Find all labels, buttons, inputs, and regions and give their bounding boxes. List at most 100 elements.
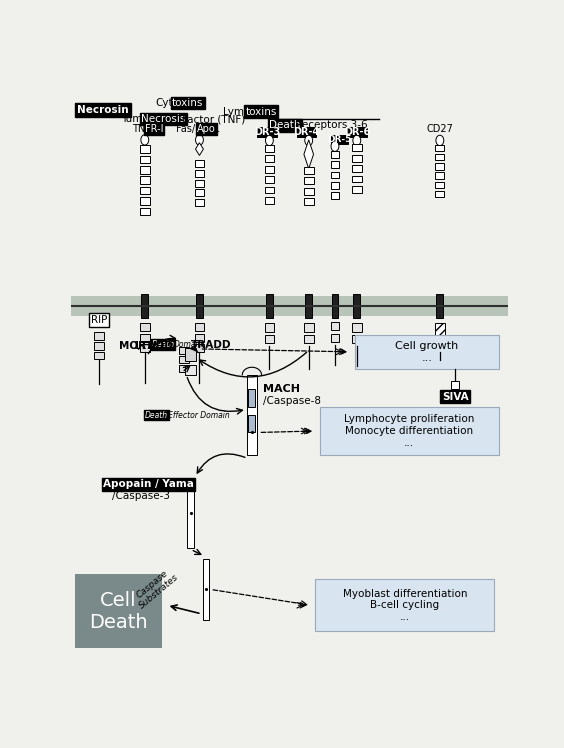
Bar [265, 323, 274, 331]
Text: 1: 1 [134, 341, 140, 351]
Text: Cell
Death: Cell Death [89, 590, 148, 631]
Bar [186, 349, 196, 361]
Text: Apo: Apo [197, 124, 216, 134]
Bar [94, 352, 104, 359]
Bar [304, 188, 314, 194]
Text: Factor (TNF): Factor (TNF) [179, 114, 245, 124]
Text: Death: Death [270, 120, 301, 130]
Bar [203, 560, 209, 619]
Bar [352, 334, 362, 343]
Bar [94, 342, 104, 349]
Text: 1: 1 [214, 124, 221, 134]
Text: DR-4: DR-4 [293, 127, 320, 137]
Text: TN: TN [131, 124, 145, 134]
Bar [331, 135, 348, 144]
Bar [140, 207, 149, 215]
Bar [179, 356, 189, 363]
Bar [435, 191, 444, 197]
Bar [435, 172, 444, 179]
Bar [304, 167, 314, 174]
Circle shape [305, 135, 312, 146]
Bar [451, 381, 459, 389]
Bar [352, 186, 362, 193]
Bar [265, 334, 274, 343]
Bar [186, 365, 196, 375]
Bar [195, 160, 204, 167]
Bar [331, 182, 340, 188]
Bar [140, 145, 149, 153]
Bar [179, 365, 189, 373]
Bar [304, 334, 314, 343]
Text: /Caspase-3: /Caspase-3 [112, 491, 170, 501]
Bar [195, 199, 204, 206]
Bar [331, 334, 340, 342]
Bar [195, 334, 204, 342]
Bar [265, 176, 274, 183]
Bar [187, 479, 194, 548]
Bar [435, 322, 445, 350]
Polygon shape [196, 143, 204, 156]
Text: Lympho: Lympho [223, 107, 264, 117]
Text: DR-3: DR-3 [254, 127, 280, 137]
Bar [196, 294, 203, 318]
Bar [266, 294, 273, 318]
Text: Necrosin: Necrosin [77, 105, 129, 115]
Bar [195, 170, 204, 177]
Bar [257, 126, 277, 137]
Text: Apopain / Yama: Apopain / Yama [103, 479, 194, 489]
Bar [435, 182, 444, 188]
Text: MACH: MACH [263, 384, 300, 394]
Bar [265, 186, 274, 194]
Circle shape [331, 141, 339, 151]
Text: Fas/: Fas/ [176, 124, 195, 134]
Bar [437, 361, 443, 368]
Bar [140, 177, 149, 184]
Circle shape [436, 135, 444, 146]
Text: Death: Death [151, 340, 174, 349]
Bar [140, 156, 149, 163]
Bar [435, 145, 444, 151]
Text: Necrosis: Necrosis [142, 114, 186, 124]
FancyBboxPatch shape [320, 407, 499, 456]
Bar [140, 166, 149, 174]
Text: Receptors 3-6: Receptors 3-6 [292, 120, 367, 130]
Text: RIP: RIP [91, 315, 107, 325]
Bar [435, 163, 444, 170]
Text: Myoblast differentiation
B-cell cycling
...: Myoblast differentiation B-cell cycling … [343, 589, 467, 622]
Bar [331, 192, 340, 199]
Bar [195, 180, 204, 186]
Circle shape [353, 135, 361, 146]
FancyBboxPatch shape [75, 574, 162, 649]
Bar [450, 339, 461, 368]
Text: /Caspase-8: /Caspase-8 [263, 396, 321, 405]
Bar [331, 151, 340, 158]
Bar [437, 294, 443, 318]
Bar [353, 294, 360, 318]
Bar [304, 323, 314, 331]
Bar [352, 144, 362, 151]
Bar [179, 347, 189, 354]
Bar [70, 295, 508, 316]
FancyBboxPatch shape [315, 580, 495, 631]
Text: MORT: MORT [118, 341, 152, 351]
Bar [195, 344, 204, 352]
Bar [265, 197, 274, 203]
Bar [305, 294, 312, 318]
Bar [265, 156, 274, 162]
Text: Caspase
Substrates: Caspase Substrates [131, 565, 180, 611]
Text: Cell growth
...: Cell growth ... [395, 341, 459, 363]
Bar [142, 294, 148, 318]
Bar [248, 389, 255, 407]
Circle shape [141, 135, 149, 145]
Bar [140, 187, 149, 194]
Bar [352, 176, 362, 183]
Text: toxins: toxins [245, 107, 277, 117]
Text: Cyto: Cyto [156, 98, 180, 108]
Text: SIVA: SIVA [442, 392, 469, 402]
Bar [304, 177, 314, 184]
Text: Death: Death [145, 411, 168, 420]
Text: Domain: Domain [174, 340, 204, 349]
Bar [332, 294, 338, 318]
Bar [304, 198, 314, 205]
Text: CD27: CD27 [426, 124, 453, 134]
